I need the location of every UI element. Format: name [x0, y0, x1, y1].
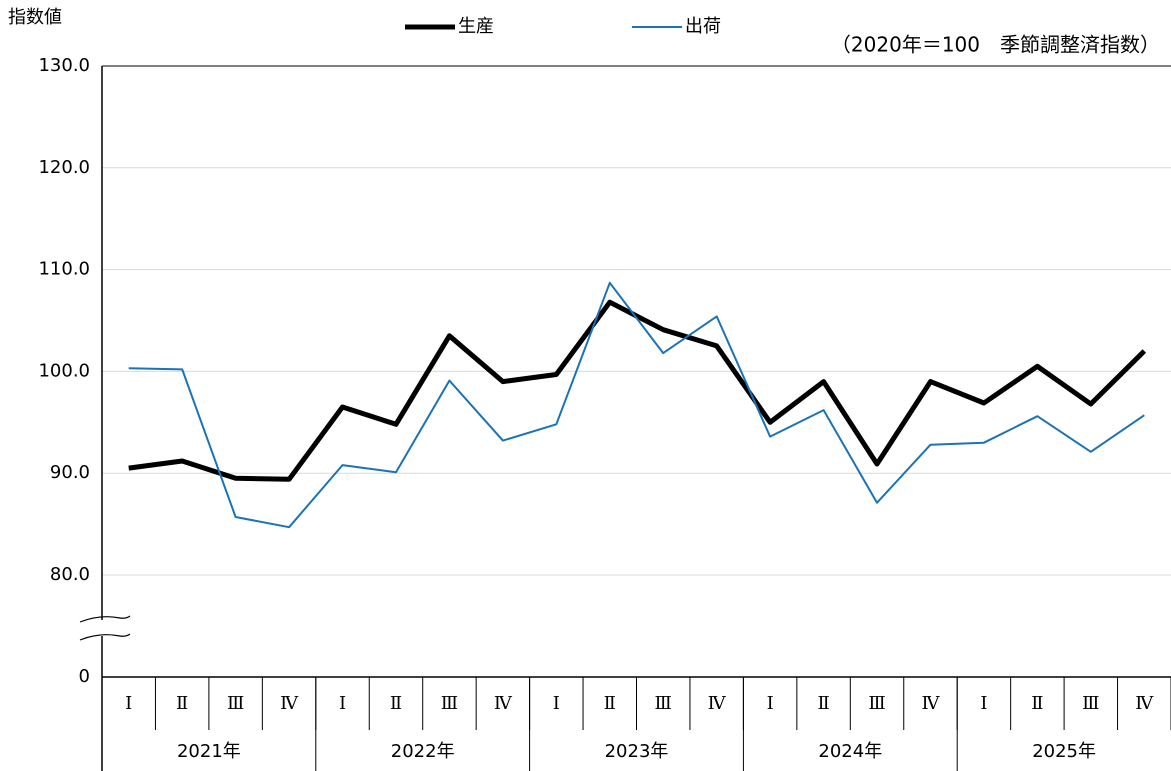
x-tick-label: Ⅳ [280, 693, 299, 714]
series-line [128, 299, 1147, 482]
x-group-label: 2022年 [391, 741, 455, 762]
x-group-label: 2024年 [818, 741, 882, 762]
y-tick-label: 100.0 [38, 360, 90, 381]
y-tick-label: 110.0 [38, 259, 90, 280]
series-line [128, 281, 1145, 529]
x-tick-label: Ⅱ [817, 693, 829, 714]
y-tick-label: 90.0 [50, 462, 90, 483]
y-tick-label: 0 [79, 666, 90, 687]
x-tick-label: Ⅳ [494, 693, 513, 714]
legend-label: 生産 [458, 16, 494, 37]
x-tick-label: Ⅲ [868, 693, 885, 714]
x-tick-label: Ⅰ [125, 693, 132, 714]
note: （2020年＝100 季節調整済指数） [831, 33, 1160, 57]
x-tick-label: Ⅲ [655, 693, 672, 714]
y-axis-title: 指数値 [8, 7, 62, 28]
x-tick-label: Ⅱ [390, 693, 402, 714]
y-tick-label: 130.0 [38, 55, 90, 76]
x-tick-label: Ⅳ [921, 693, 940, 714]
axis-break-mark [79, 615, 131, 623]
x-tick-label: Ⅳ [1135, 693, 1154, 714]
x-tick-label: Ⅱ [176, 693, 188, 714]
x-tick-label: Ⅰ [767, 693, 774, 714]
axis-break-mark [79, 633, 131, 641]
axis-break-gap [98, 620, 106, 636]
x-tick-label: Ⅲ [1082, 693, 1099, 714]
x-tick-label: Ⅳ [708, 693, 727, 714]
x-tick-label: Ⅱ [1031, 693, 1043, 714]
y-tick-label: 120.0 [38, 157, 90, 178]
x-group-label: 2021年 [177, 741, 241, 762]
x-group-label: 2023年 [605, 741, 669, 762]
x-group-label: 2025年 [1032, 741, 1096, 762]
x-tick-label: Ⅱ [604, 693, 616, 714]
y-tick-label: 80.0 [50, 564, 90, 585]
x-tick-label: Ⅲ [441, 693, 458, 714]
x-tick-label: Ⅲ [227, 693, 244, 714]
x-tick-label: Ⅰ [339, 693, 346, 714]
x-tick-label: Ⅰ [980, 693, 987, 714]
legend-label: 出荷 [685, 16, 721, 37]
x-tick-label: Ⅰ [553, 693, 560, 714]
